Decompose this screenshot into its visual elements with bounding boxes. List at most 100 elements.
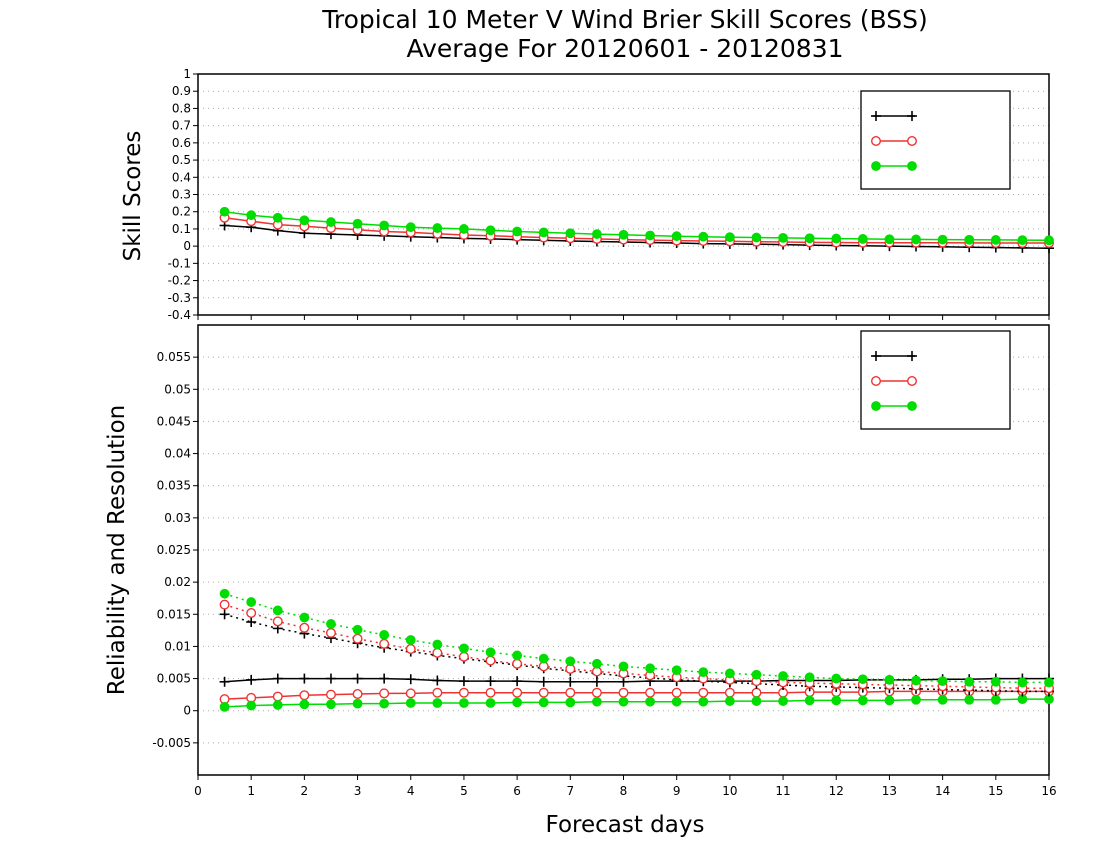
data-point — [804, 672, 815, 683]
series-line — [224, 592, 1049, 684]
series-line — [224, 210, 1050, 242]
data-point — [325, 673, 336, 684]
data-point — [990, 694, 1001, 705]
data-point — [458, 651, 469, 662]
data-point — [272, 616, 283, 627]
data-point — [325, 627, 336, 638]
data-point — [804, 233, 815, 244]
legend-marker — [907, 401, 917, 411]
y-tick-label: 0.03 — [164, 511, 191, 525]
data-point — [990, 676, 1001, 687]
data-point — [299, 699, 310, 710]
x-tick-label: 5 — [460, 784, 468, 798]
data-point — [592, 229, 602, 239]
series-line — [224, 698, 1049, 708]
data-point — [778, 232, 788, 243]
data-point — [831, 673, 842, 684]
data-point — [857, 674, 868, 685]
y-tick-label: 0.6 — [172, 136, 191, 150]
y-tick-label: 0.04 — [164, 447, 191, 461]
legend-marker — [871, 161, 881, 171]
data-point — [884, 695, 895, 706]
data-point — [724, 668, 735, 679]
data-point — [538, 653, 549, 664]
data-point — [379, 673, 390, 684]
data-point — [459, 224, 469, 234]
data-point — [246, 674, 257, 685]
legend-marker — [907, 135, 918, 146]
data-point — [299, 622, 310, 633]
data-point — [671, 696, 682, 707]
data-point — [698, 696, 709, 707]
data-point — [405, 688, 416, 699]
data-point — [724, 696, 735, 706]
data-point — [671, 665, 682, 676]
x-tick-label: 10 — [722, 784, 737, 798]
data-point — [884, 674, 895, 685]
data-point — [485, 647, 496, 658]
y-tick-label: 0.1 — [172, 222, 191, 236]
data-point — [618, 696, 629, 707]
data-point — [326, 619, 336, 629]
data-point — [831, 233, 842, 244]
legend-entry-3 — [871, 161, 917, 171]
y-tick-label: 0.025 — [157, 543, 191, 557]
data-point — [964, 234, 975, 245]
x-tick-label: 9 — [673, 784, 681, 798]
data-point — [724, 687, 735, 698]
data-point — [459, 698, 469, 708]
legend-marker — [907, 351, 917, 361]
data-point — [352, 218, 363, 229]
legend-marker — [871, 135, 882, 146]
legend — [860, 330, 1011, 430]
data-point — [246, 210, 257, 221]
y-tick-label: 0.7 — [172, 119, 191, 133]
legend-marker — [907, 376, 918, 387]
data-point — [671, 231, 682, 242]
x-tick-label: 6 — [513, 784, 521, 798]
y-tick-label: 0.3 — [172, 188, 191, 202]
y-tick-label: 0.2 — [172, 205, 191, 219]
data-point — [751, 687, 762, 698]
data-point — [379, 698, 390, 709]
chart-title-line2: Average For 20120601 - 20120831 — [406, 34, 843, 63]
data-point — [299, 690, 310, 701]
data-point — [591, 687, 602, 698]
data-point — [857, 695, 868, 706]
data-point — [911, 675, 921, 686]
data-point — [591, 676, 602, 687]
y-tick-label: 0.015 — [157, 607, 191, 621]
data-point — [379, 638, 390, 649]
data-point — [379, 688, 390, 699]
data-point — [592, 696, 602, 707]
data-point — [485, 698, 496, 708]
data-point — [565, 656, 576, 667]
data-point — [272, 212, 283, 223]
data-point — [246, 608, 257, 619]
y-tick-label: 0 — [183, 239, 191, 253]
data-point — [432, 647, 443, 658]
series-3 — [219, 206, 1054, 246]
data-point — [592, 658, 602, 669]
data-point — [1044, 677, 1054, 688]
data-point — [272, 605, 283, 616]
legend-marker — [871, 376, 882, 387]
y-tick-label: 0.035 — [157, 479, 191, 493]
x-tick-label: 14 — [935, 784, 950, 798]
data-point — [219, 206, 230, 217]
y-axis-label-skill: Skill Scores — [120, 131, 146, 262]
legend-entry-3 — [871, 401, 917, 411]
data-point — [405, 698, 416, 708]
data-point — [352, 673, 363, 684]
data-point — [246, 617, 257, 627]
y-tick-label: 0.8 — [172, 101, 191, 115]
data-point — [645, 696, 655, 707]
data-point — [804, 695, 815, 706]
data-point — [432, 687, 443, 698]
data-point — [565, 676, 576, 687]
data-point — [964, 694, 975, 705]
y-tick-label: -0.4 — [168, 308, 191, 322]
x-tick-label: 7 — [566, 784, 574, 798]
series-4 — [219, 609, 1054, 697]
data-point — [272, 691, 283, 702]
